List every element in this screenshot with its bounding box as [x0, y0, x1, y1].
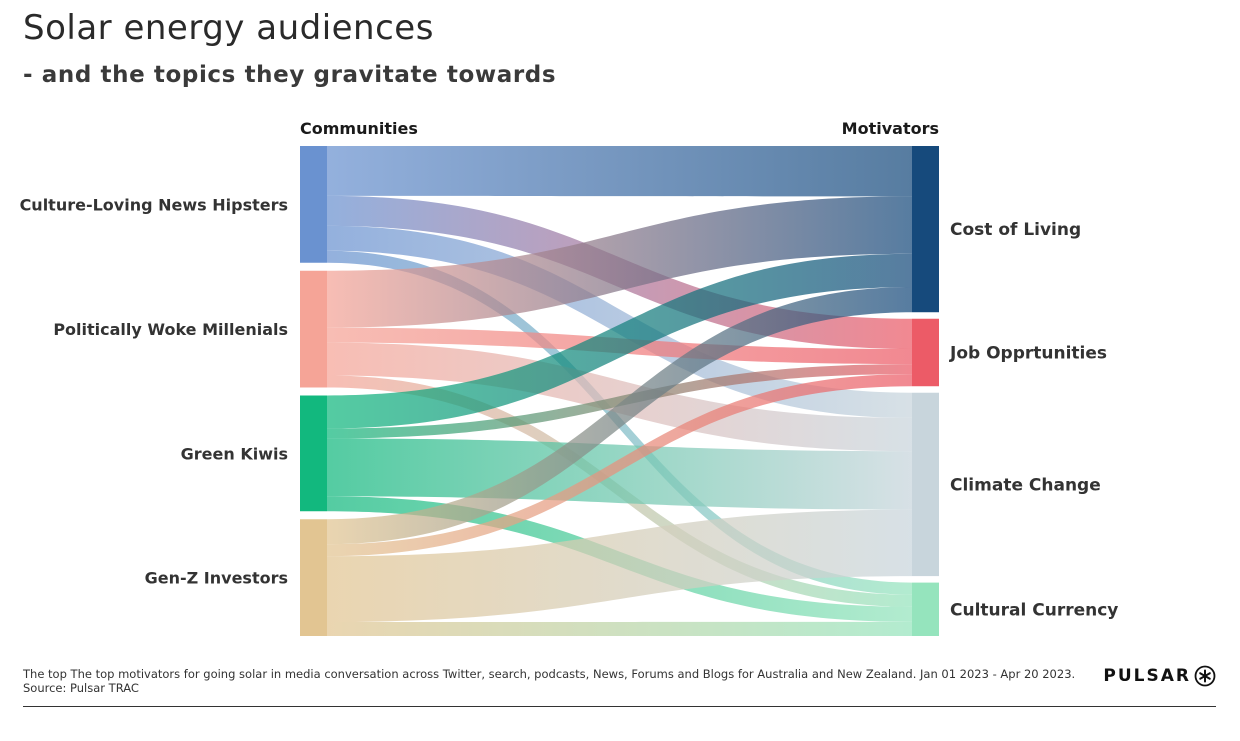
links-layer: [327, 146, 912, 636]
target-node: [912, 392, 939, 577]
source-label: Culture-Loving News Hipsters: [20, 195, 288, 214]
target-column-header: Motivators: [841, 119, 939, 138]
target-label: Cultural Currency: [950, 600, 1118, 620]
asterisk-circle-icon: [1194, 665, 1216, 687]
source-node: [300, 146, 327, 263]
source-label: Gen-Z Investors: [145, 569, 288, 588]
target-label: Cost of Living: [950, 220, 1081, 240]
chart-title: Solar energy audiences: [23, 8, 434, 48]
sankey-link: [327, 196, 912, 328]
source-label: Green Kiwis: [181, 444, 288, 463]
sankey-link: [327, 146, 912, 197]
footnote-text: The top The top motivators for going sol…: [23, 667, 1076, 681]
footnote: The top The top motivators for going sol…: [23, 667, 1083, 695]
sankey-link: [327, 438, 912, 510]
chart-subtitle: - and the topics they gravitate towards: [23, 62, 557, 88]
target-label: Climate Change: [950, 475, 1101, 495]
source-node: [300, 270, 327, 388]
target-node: [912, 582, 939, 636]
sankey-link: [327, 225, 912, 418]
target-node: [912, 318, 939, 387]
sankey-link: [327, 364, 912, 439]
sankey-link: [327, 374, 912, 557]
target-label: Job Opprtunities: [949, 343, 1107, 363]
pulsar-logo: PULSAR: [1103, 665, 1216, 687]
sankey-link: [327, 621, 912, 636]
labels-layer: Culture-Loving News Hipsters Politically …: [20, 195, 1119, 620]
logo-text: PULSAR: [1103, 666, 1191, 686]
sankey-link: [327, 253, 912, 429]
source-column-header: Communities: [300, 119, 418, 138]
source-text: Source: Pulsar TRAC: [23, 681, 139, 695]
nodes-layer: [300, 146, 939, 636]
footer-divider: [23, 706, 1216, 707]
target-node: [912, 146, 939, 313]
sankey-link: [327, 509, 912, 623]
source-node: [300, 395, 327, 512]
source-node: [300, 519, 327, 636]
source-label: Politically Woke Millenials: [53, 320, 288, 339]
sankey-link: [327, 287, 912, 545]
